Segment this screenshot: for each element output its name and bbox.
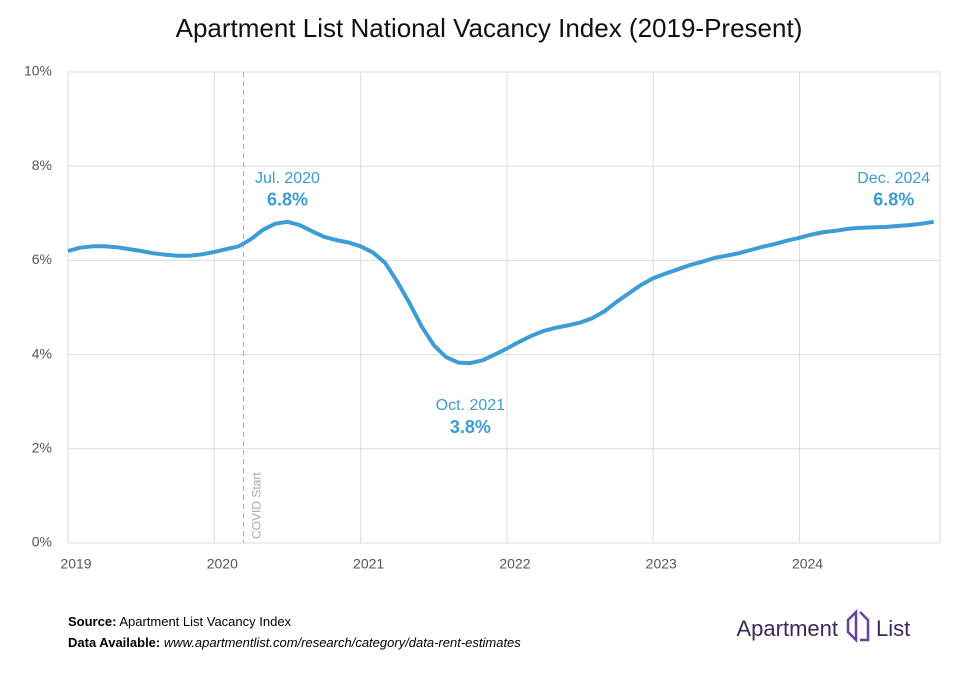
source-label: Source:: [68, 614, 116, 629]
series-line: [67, 219, 935, 366]
logo-left: Apartment: [737, 616, 839, 641]
x-tick-label: 2021: [353, 556, 384, 572]
y-tick-label: 0%: [32, 534, 52, 550]
chart-title: Apartment List National Vacancy Index (2…: [176, 13, 803, 43]
logo-right: List: [876, 616, 910, 641]
annotation-date: Oct. 2021: [436, 397, 505, 414]
y-tick-label: 4%: [32, 345, 52, 361]
x-tick-label: 2019: [60, 556, 91, 572]
footer-source: Source: Apartment List Vacancy Index: [68, 614, 292, 629]
annotation-value: 6.8%: [873, 189, 914, 209]
source: Apartment List Vacancy Index: [119, 614, 291, 629]
y-tick-label: 8%: [32, 157, 52, 173]
footer-data: Data Available: www.apartmentlist.com/re…: [68, 635, 521, 650]
data-label: Data Available:: [68, 635, 160, 650]
x-tick-label: 2020: [207, 556, 238, 572]
annotation-value: 6.8%: [267, 189, 308, 209]
annotation-date: Jul. 2020: [255, 170, 320, 187]
annotation-value: 3.8%: [450, 417, 491, 437]
x-tick-label: 2022: [499, 556, 530, 572]
annotation-date: Dec. 2024: [857, 170, 930, 187]
logo-icon: [846, 608, 870, 644]
x-tick-label: 2023: [646, 556, 677, 572]
y-tick-label: 10%: [24, 63, 52, 79]
y-tick-label: 2%: [32, 440, 52, 456]
data-url: www.apartmentlist.com/research/category/…: [164, 635, 521, 650]
event-label: COVID Start: [250, 472, 264, 539]
x-tick-label: 2024: [792, 556, 823, 572]
y-tick-label: 6%: [32, 251, 52, 267]
